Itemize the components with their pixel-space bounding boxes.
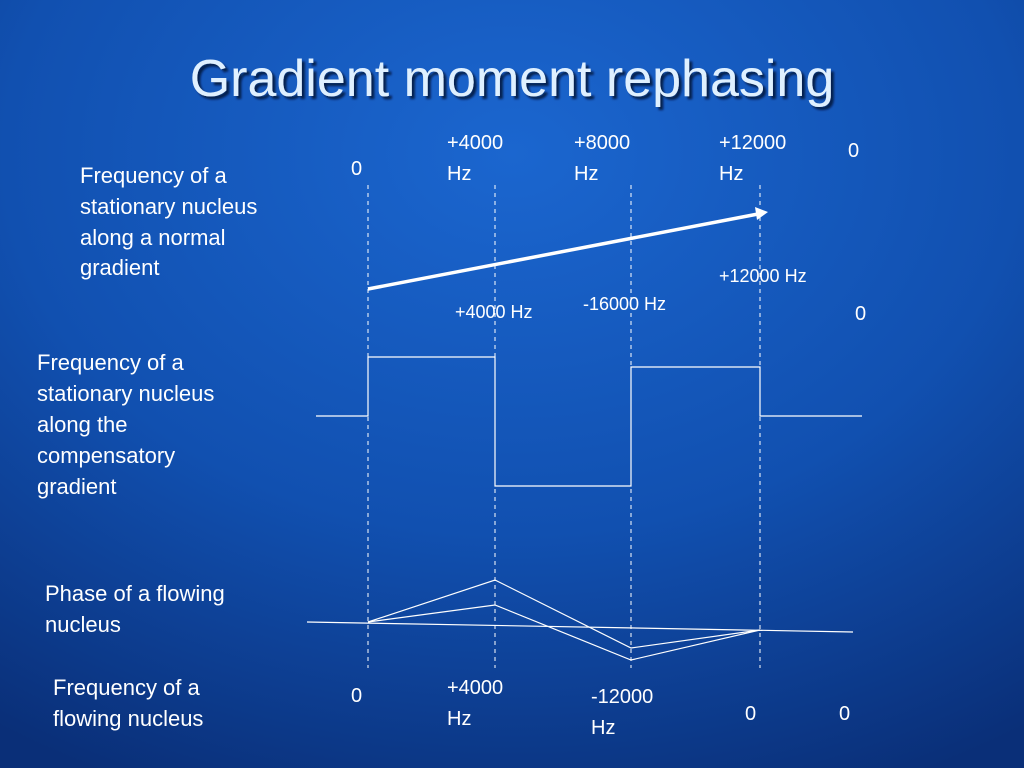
annotation: 0	[745, 703, 756, 725]
label-line: Frequency of a	[37, 350, 185, 375]
annotation-line: Hz	[591, 717, 615, 739]
annotation-line: +12000	[719, 132, 786, 154]
annotation: 0	[848, 140, 859, 162]
annotation: +8000 Hz	[574, 132, 636, 185]
annotation: 0	[839, 703, 850, 725]
row-label: Frequency of a stationary nucleus along …	[37, 350, 220, 499]
annotation: +4000 Hz	[447, 677, 509, 730]
annotation: +4000 Hz	[455, 302, 533, 322]
label-line: gradient	[37, 474, 117, 499]
label-line: stationary nucleus	[37, 381, 214, 406]
label-line: gradient	[80, 255, 160, 280]
annotation: 0	[351, 685, 362, 707]
label-line: along the	[37, 412, 128, 437]
label-line: Frequency of a	[53, 675, 201, 700]
annotation-line: +4000	[447, 132, 503, 154]
annotation-line: -12000	[591, 686, 653, 708]
label-line: along a normal	[80, 225, 226, 250]
annotation: +12000 Hz	[719, 132, 792, 185]
phase-lines	[306, 579, 854, 661]
annotation-line: +8000	[574, 132, 630, 154]
annotation: 0	[351, 158, 362, 180]
annotation: -12000 Hz	[591, 686, 659, 739]
label-line: Frequency of a	[80, 163, 228, 188]
frequency-arrow	[367, 207, 768, 291]
annotation-line: Hz	[574, 163, 598, 185]
slide-title: Gradient moment rephasing	[190, 50, 835, 108]
label-line: flowing nucleus	[53, 706, 203, 731]
annotation-line: Hz	[447, 163, 471, 185]
annotation: -16000 Hz	[583, 294, 666, 314]
square-wave	[316, 356, 862, 487]
label-line: nucleus	[45, 612, 121, 637]
annotation: +4000 Hz	[447, 132, 509, 185]
row-label: Frequency of a stationary nucleus along …	[80, 163, 263, 280]
label-line: Phase of a flowing	[45, 581, 225, 606]
annotation: +12000 Hz	[719, 266, 807, 286]
annotation-line: +4000	[447, 677, 503, 699]
row-label: Frequency of a flowing nucleus	[53, 675, 206, 731]
annotation: 0	[855, 303, 866, 325]
annotation-line: Hz	[719, 163, 743, 185]
row-label: Phase of a flowing nucleus	[45, 581, 231, 637]
label-line: stationary nucleus	[80, 194, 257, 219]
label-line: compensatory	[37, 443, 175, 468]
annotation-line: Hz	[447, 708, 471, 730]
